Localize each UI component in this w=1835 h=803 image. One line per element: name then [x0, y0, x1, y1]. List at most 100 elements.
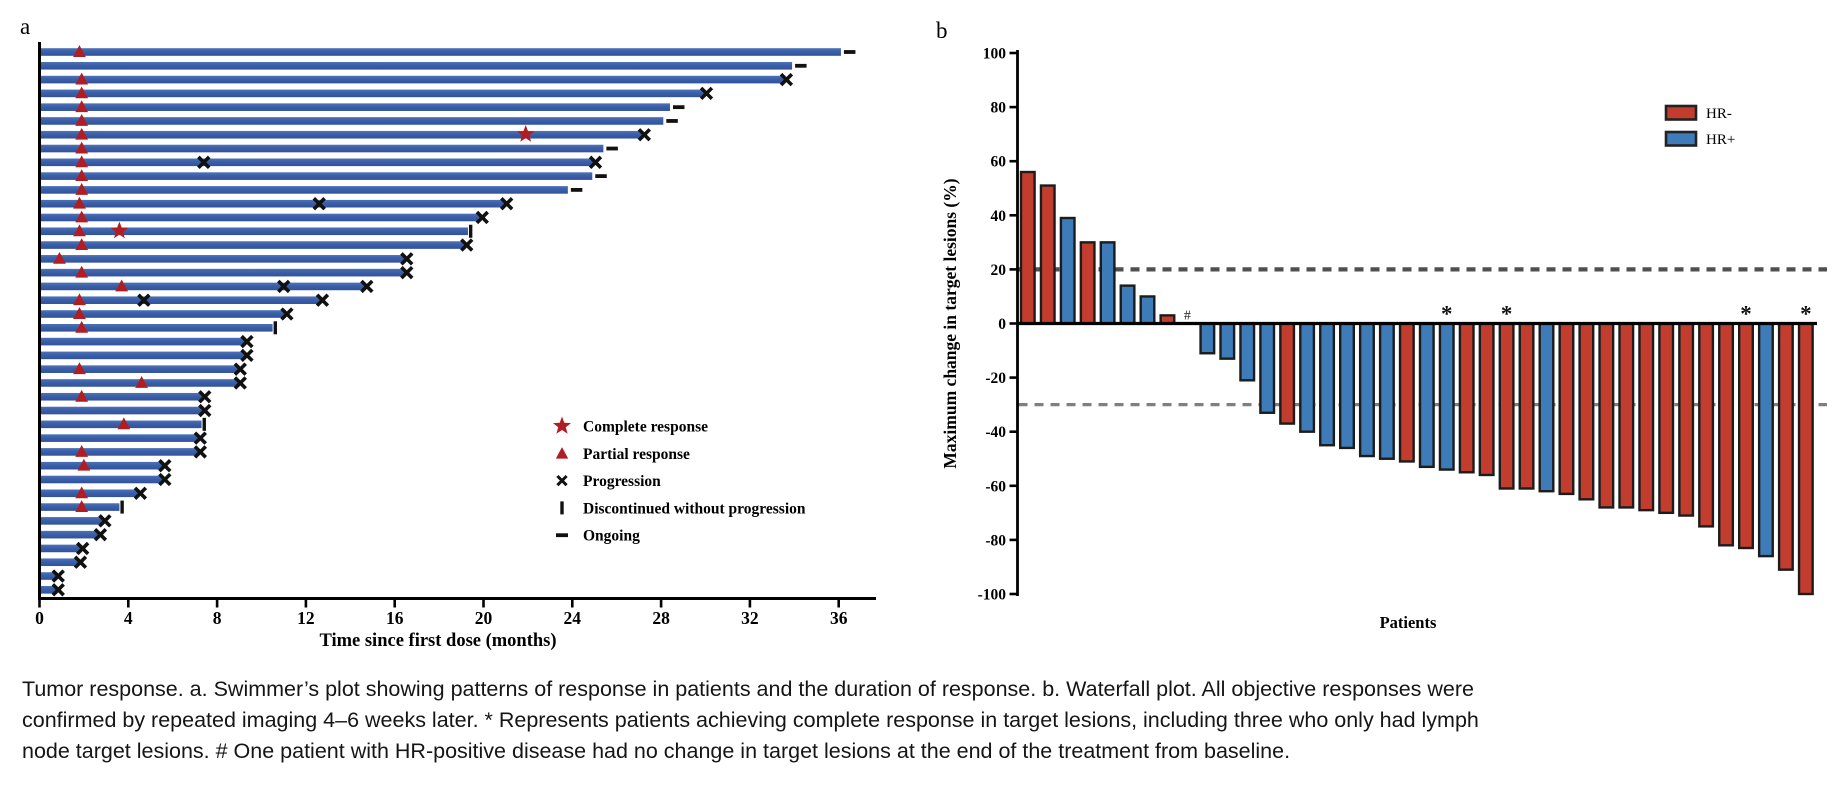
legend-item-label: Discontinued without progression	[583, 500, 806, 517]
swimmer-bar	[39, 48, 841, 56]
waterfall-bar	[1618, 322, 1635, 509]
legend-item-hr-negative: HR-	[1664, 104, 1732, 122]
waterfall-bar	[1757, 322, 1774, 558]
waterfall-bar	[1039, 184, 1056, 325]
ongoing-marker	[672, 105, 685, 110]
progression-marker	[197, 155, 211, 169]
waterfall-bar	[1538, 322, 1555, 493]
ongoing-legend-icon	[556, 533, 568, 538]
swimmer-bar	[39, 199, 506, 208]
caption-line: confirmed by repeated imaging 4–6 weeks …	[22, 708, 1479, 732]
swimmer-bar	[39, 103, 670, 111]
swimmer-bar	[39, 89, 706, 98]
swimmer-bar	[39, 282, 366, 291]
y-axis-tick-label: -20	[985, 370, 1006, 387]
swimmer-bar	[39, 255, 406, 263]
complete-response-flag: *	[1740, 302, 1752, 327]
progression-marker	[360, 279, 374, 294]
swimmer-axes: 0 4 8 12 16 20 24 28 32 36 Time since first dose (…	[35, 42, 876, 651]
x-axis-tick-label: 24	[564, 608, 582, 628]
swimmer-patient-row	[39, 389, 212, 404]
partial-response-marker	[77, 458, 91, 471]
x-axis-tick-label: 20	[475, 608, 493, 628]
swimmer-bar	[39, 489, 140, 498]
partial-response-marker	[75, 486, 89, 499]
no-change-flag: #	[1184, 309, 1191, 324]
progression-marker	[137, 293, 151, 307]
swimmer-patient-row	[39, 210, 489, 225]
progression-marker	[73, 555, 88, 569]
partial-response-marker	[75, 500, 89, 513]
caption-line: Tumor response. a. Swimmer’s plot showin…	[22, 677, 1475, 701]
swimmer-patient-row	[39, 320, 277, 335]
partial-response-marker	[73, 224, 86, 237]
discontinued-marker	[120, 500, 124, 514]
waterfall-bar	[1378, 322, 1395, 460]
progression-marker	[460, 238, 474, 252]
swimmer-bar	[39, 144, 604, 153]
waterfall-bar	[1358, 322, 1375, 458]
panel-a-label: a	[20, 14, 30, 39]
waterfall-bar	[1219, 322, 1236, 360]
waterfall-x-axis-title: Patients	[1380, 613, 1437, 632]
swimmer-patient-row	[39, 500, 124, 514]
waterfall-bar	[1777, 322, 1794, 571]
discontinued-marker	[273, 321, 277, 335]
swimmer-patient-row	[39, 569, 65, 583]
partial-response-marker	[75, 210, 89, 223]
partial-response-marker	[75, 141, 89, 154]
partial-response-marker	[53, 251, 66, 264]
swimmer-bar	[39, 172, 593, 180]
swimmer-bar	[39, 544, 82, 553]
waterfall-bar	[1319, 322, 1336, 447]
partial-response-marker	[73, 293, 86, 306]
waterfall-bar	[1079, 241, 1096, 325]
partial-response-marker	[135, 376, 149, 388]
swimmer-bar	[39, 434, 200, 442]
partial-response-marker	[75, 114, 89, 126]
waterfall-bar	[1737, 322, 1754, 550]
legend-item-star: Complete response	[553, 416, 708, 436]
partial-response-marker	[75, 155, 89, 168]
y-axis-tick-label: -100	[978, 587, 1007, 604]
legend-item-label: Partial response	[583, 446, 690, 463]
discontinued-marker	[468, 224, 473, 238]
partial-response-marker	[75, 169, 89, 182]
swimmer-patient-row	[39, 458, 172, 473]
x-axis-tick-label: 36	[830, 608, 848, 628]
swimmer-bar	[39, 475, 164, 484]
swimmer-bars	[39, 45, 856, 597]
progression-marker	[240, 348, 254, 363]
progression-marker	[233, 376, 247, 390]
ongoing-marker	[595, 174, 607, 179]
waterfall-bar	[1797, 322, 1814, 596]
x-axis-tick-label: 8	[213, 608, 222, 628]
charts-canvas: a 0 4 8 12 16 20 24 28 32 36 Time since first dose …	[20, 14, 1827, 651]
waterfall-bar	[1139, 295, 1156, 325]
swimmer-bar	[39, 241, 466, 249]
partial-response-marker	[75, 86, 89, 99]
swimmer-patient-row	[39, 238, 474, 252]
swimmer-patient-row	[39, 445, 208, 459]
swimmer-patient-row	[39, 293, 330, 307]
progression-marker	[637, 128, 652, 142]
caption-line: node target lesions. # One patient with …	[22, 739, 1291, 763]
swimmer-bar	[39, 324, 273, 332]
swimmer-patient-row	[39, 45, 856, 57]
partial-response-marker	[73, 362, 86, 375]
waterfall-bar	[1658, 322, 1675, 515]
ongoing-marker	[606, 146, 618, 151]
swimmer-patient-row	[39, 541, 90, 556]
y-axis-tick-label: -80	[985, 532, 1006, 549]
partial-response-marker	[73, 45, 86, 57]
progression-marker	[198, 403, 212, 418]
legend-item-dash: Ongoing	[556, 528, 640, 545]
y-axis-tick-label: -60	[985, 478, 1006, 495]
complete-response-marker	[553, 416, 571, 434]
waterfall-bar	[1338, 322, 1355, 450]
progression-marker	[400, 252, 414, 266]
progression-marker	[198, 390, 212, 404]
y-axis-tick-label: 40	[991, 208, 1007, 225]
swimmer-bar	[39, 586, 58, 594]
